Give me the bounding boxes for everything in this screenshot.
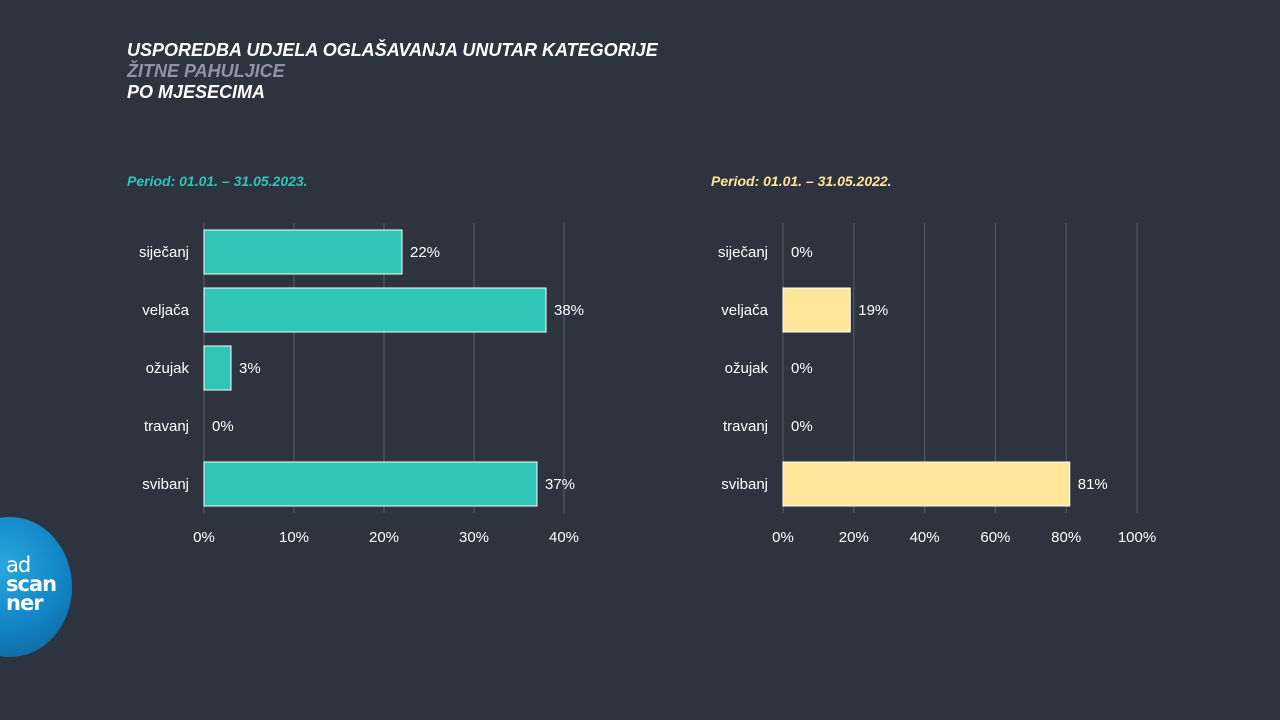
chart-2022-tick-label: 80% xyxy=(1051,529,1081,546)
chart-2022-category-label: ožujak xyxy=(725,360,769,377)
chart-2023-tick-label: 10% xyxy=(279,529,309,546)
chart-2022-value-label: 0% xyxy=(791,360,813,377)
period-2022-label: Period: 01.01. – 31.05.2022. xyxy=(711,173,892,189)
chart-2022-bar xyxy=(782,287,851,333)
chart-2023-category-label: svibanj xyxy=(142,476,189,493)
chart-2023-tick-label: 30% xyxy=(459,529,489,546)
chart-2022-category-label: travanj xyxy=(723,418,768,435)
chart-2022-tick-label: 60% xyxy=(980,529,1010,546)
chart-2023-bar xyxy=(203,287,547,333)
chart-2023-value-label: 0% xyxy=(212,418,234,435)
chart-2022-category-label: siječanj xyxy=(718,244,768,261)
chart-2023-bar xyxy=(203,345,232,391)
chart-2022-value-label: 0% xyxy=(791,244,813,261)
chart-title: USPOREDBA UDJELA OGLAŠAVANJA UNUTAR KATE… xyxy=(127,40,658,103)
chart-2022-bar xyxy=(782,461,1071,507)
chart-2022-value-label: 19% xyxy=(858,302,888,319)
title-line-1: USPOREDBA UDJELA OGLAŠAVANJA UNUTAR KATE… xyxy=(127,40,658,60)
title-line-3: PO MJESECIMA xyxy=(127,82,266,102)
chart-2023-category-label: ožujak xyxy=(146,360,190,377)
chart-2023-tick-label: 40% xyxy=(549,529,579,546)
chart-2022-category-label: svibanj xyxy=(721,476,768,493)
chart-2022-value-label: 0% xyxy=(791,418,813,435)
logo-text-line-2: scan xyxy=(6,572,57,596)
chart-2022-tick-label: 0% xyxy=(772,529,794,546)
chart-2023-value-label: 3% xyxy=(239,360,261,377)
chart-2022-category-label: veljača xyxy=(721,302,768,319)
chart-2023-bar xyxy=(203,229,403,275)
logo-text-line-1: ad xyxy=(6,553,31,577)
chart-2023-bar xyxy=(203,461,538,507)
chart-2023-category-label: travanj xyxy=(144,418,189,435)
chart-2023-value-label: 37% xyxy=(545,476,575,493)
chart-2022-tick-label: 100% xyxy=(1118,529,1156,546)
title-line-2-category: ŽITNE PAHULJICE xyxy=(127,61,285,81)
chart-2023-category-label: veljača xyxy=(142,302,189,319)
chart-2022-tick-label: 40% xyxy=(910,529,940,546)
chart-2023-value-label: 38% xyxy=(554,302,584,319)
chart-2023-tick-label: 0% xyxy=(193,529,215,546)
chart-2023-tick-label: 20% xyxy=(369,529,399,546)
chart-2023-value-label: 22% xyxy=(410,244,440,261)
chart-2022-tick-label: 20% xyxy=(839,529,869,546)
chart-2023-category-label: siječanj xyxy=(139,244,189,261)
adscanner-logo-text: ad scan ner xyxy=(6,553,57,615)
chart-2022-value-label: 81% xyxy=(1078,476,1108,493)
period-2023-label: Period: 01.01. – 31.05.2023. xyxy=(127,173,308,189)
logo-text-line-3: ner xyxy=(6,591,44,615)
